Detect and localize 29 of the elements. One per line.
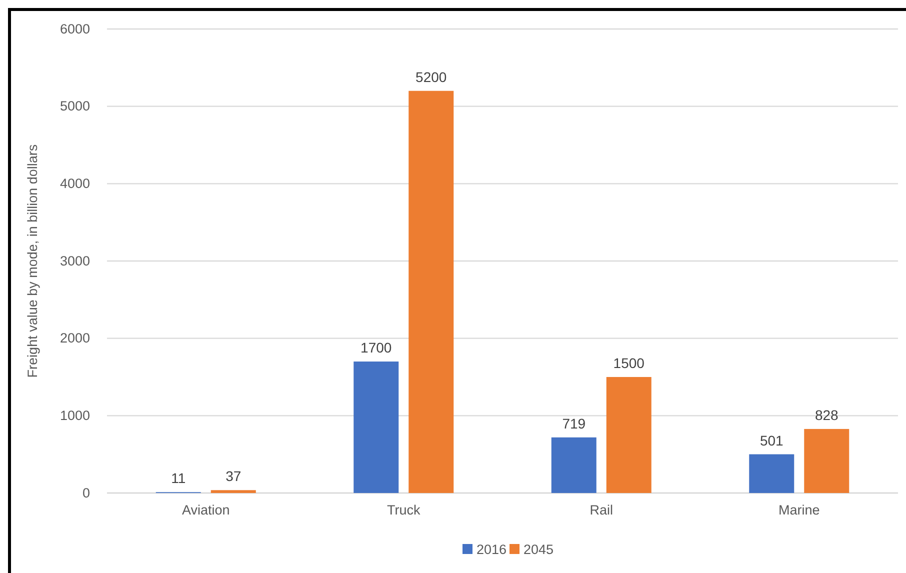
legend-label: 2045 (524, 542, 554, 557)
y-tick-label: 0 (82, 485, 90, 500)
data-label: 37 (226, 468, 242, 484)
data-label: 1700 (360, 340, 392, 356)
bar (606, 377, 652, 493)
x-tick-label: Marine (778, 502, 820, 518)
x-tick-label: Aviation (182, 502, 230, 518)
y-tick-label: 5000 (60, 98, 90, 114)
y-tick-label: 6000 (60, 21, 90, 36)
bar (551, 437, 596, 493)
bar (749, 454, 794, 493)
data-label: 5200 (416, 68, 447, 85)
bar (804, 428, 850, 493)
x-tick-label: Rail (590, 502, 614, 518)
data-label: 11 (171, 470, 186, 486)
y-tick-label: 1000 (60, 408, 90, 423)
legend-label: 2016 (476, 542, 507, 557)
y-tick-label: 3000 (60, 253, 90, 268)
y-tick-label: 4000 (60, 176, 90, 191)
data-label: 1500 (613, 355, 645, 371)
bar (408, 90, 454, 493)
data-label: 828 (814, 406, 839, 423)
bar (354, 362, 399, 493)
y-tick-label: 2000 (60, 330, 90, 346)
y-axis-title: Freight value by mode, in billion dollars (25, 144, 40, 378)
data-label: 501 (760, 432, 784, 448)
bar (210, 490, 256, 493)
x-tick-label: Truck (387, 502, 420, 518)
data-label: 719 (562, 415, 586, 432)
